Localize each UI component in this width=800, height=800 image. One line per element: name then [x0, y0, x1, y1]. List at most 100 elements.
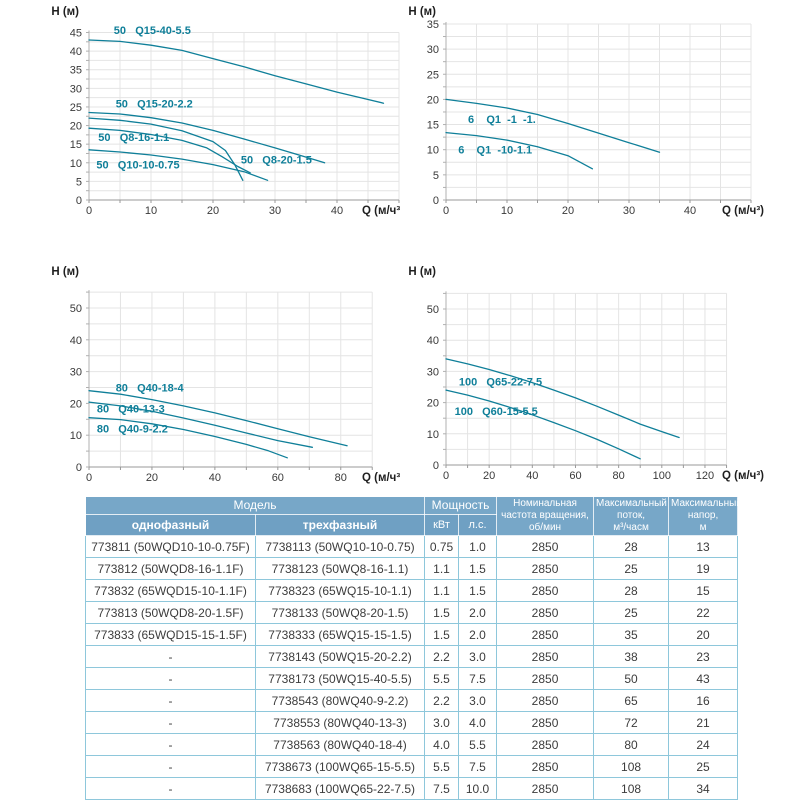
- cell-rpm: 2850: [496, 601, 595, 624]
- pump-curve: [88, 390, 348, 447]
- x-tick-label: 20: [146, 472, 158, 484]
- cell-model-three-phase: 7738323 (65WQ15-10-1.1): [254, 579, 426, 602]
- cell-power-hp: 7.5: [458, 755, 498, 778]
- y-tick-label: 40: [427, 335, 439, 347]
- table-row: 773812 (50WQD8-16-1.1F) 7738123 (50WQ8-16…: [85, 557, 739, 580]
- table-row: 773832 (65WQD15-10-1.1F) 7738323 (65WQ15-…: [85, 579, 739, 602]
- y-tick-label: 20: [427, 94, 439, 106]
- cell-max-flow: 38: [593, 645, 670, 668]
- cell-model-single-phase: 773832 (65WQD15-10-1.1F): [85, 579, 256, 602]
- x-tick-label: 10: [501, 205, 513, 217]
- x-tick-label: 0: [443, 205, 449, 217]
- cell-power-hp: 2.0: [458, 623, 498, 646]
- pump-curve: [445, 389, 641, 460]
- y-tick-label: 40: [70, 335, 82, 347]
- x-tick-label: 0: [86, 205, 92, 217]
- y-tick-label: 30: [70, 83, 82, 95]
- cell-model-single-phase: -: [85, 777, 256, 800]
- table-row: 773813 (50WQD8-20-1.5F) 7738133 (50WQ8-20…: [85, 601, 739, 624]
- cell-model-single-phase: 773813 (50WQD8-20-1.5F): [85, 601, 256, 624]
- curve-label: 6 Q1 -10-1.1: [458, 145, 532, 157]
- cell-power-kw: 2.2: [424, 645, 460, 668]
- pump-curve: [445, 358, 680, 439]
- y-tick-label: 10: [70, 430, 82, 442]
- y-tick-label: 10: [427, 429, 439, 441]
- curve-label: 50 Q8-20-1.5: [241, 155, 312, 167]
- y-tick-label: 30: [70, 367, 82, 379]
- y-axis-title: H (м): [408, 6, 436, 18]
- y-tick-label: 20: [70, 398, 82, 410]
- y-tick-label: 20: [70, 121, 82, 133]
- x-tick-label: 0: [443, 470, 449, 482]
- curve-label: 50 Q8-16-1.1: [98, 132, 169, 144]
- y-tick-label: 15: [70, 139, 82, 151]
- cell-model-single-phase: -: [85, 689, 256, 712]
- y-tick-label: 10: [427, 145, 439, 157]
- cell-rpm: 2850: [496, 557, 595, 580]
- cell-power-kw: 1.1: [424, 557, 460, 580]
- y-tick-label: 0: [76, 195, 82, 207]
- cell-model-single-phase: -: [85, 733, 256, 756]
- cell-model-three-phase: 7738173 (50WQ15-40-5.5): [254, 667, 426, 690]
- header-kw: кВт: [424, 514, 460, 536]
- y-tick-label: 45: [70, 28, 82, 40]
- cell-power-kw: 1.5: [424, 623, 460, 646]
- cell-max-head: 22: [668, 601, 739, 624]
- cell-power-hp: 3.0: [458, 689, 498, 712]
- curve-label: 50 Q15-40-5.5: [114, 25, 191, 37]
- table-row: -7738553 (80WQ40-13-3) 3.0 4.0 2850 72 21: [85, 711, 739, 734]
- cell-max-head: 43: [668, 667, 739, 690]
- curve-label: 100 Q65-22-7.5: [459, 376, 542, 388]
- cell-power-kw: 5.5: [424, 755, 460, 778]
- x-axis-title: Q (м/ч³): [722, 470, 764, 482]
- pump-curve-chart-50wq: 0 10 20 30 40 0 5 10 15 20 25 30 35 40 45 H (м) Q (м/ч³)…: [51, 6, 400, 217]
- cell-rpm: 2850: [496, 667, 595, 690]
- cell-rpm: 2850: [496, 689, 595, 712]
- header-max-flow: Максимальный поток, м³/часм: [593, 496, 670, 536]
- cell-power-kw: 7.5: [424, 777, 460, 800]
- cell-max-flow: 35: [593, 623, 670, 646]
- table-row: -7738683 (100WQ65-22-7.5) 7.5 10.0 2850 108 3…: [85, 777, 739, 800]
- x-tick-label: 80: [613, 470, 625, 482]
- cell-model-three-phase: 7738563 (80WQ40-18-4): [254, 733, 426, 756]
- pump-curve: [88, 39, 385, 104]
- cell-model-three-phase: 7738143 (50WQ15-20-2.2): [254, 645, 426, 668]
- y-tick-label: 15: [427, 120, 439, 132]
- cell-model-three-phase: 7738333 (65WQ15-15-1.5): [254, 623, 426, 646]
- curve-label: 50 Q15-20-2.2: [116, 99, 193, 111]
- y-axis-title: H (м): [408, 266, 436, 278]
- cell-max-head: 15: [668, 579, 739, 602]
- table-row: -7738173 (50WQ15-40-5.5) 5.5 7.5 2850 50 43: [85, 667, 739, 690]
- y-axis-title: H (м): [51, 6, 79, 18]
- x-tick-label: 40: [331, 205, 343, 217]
- cell-max-flow: 108: [593, 777, 670, 800]
- header-power: Мощность: [424, 496, 498, 515]
- cell-model-single-phase: -: [85, 667, 256, 690]
- x-tick-label: 20: [483, 470, 495, 482]
- table-row: -7738673 (100WQ65-15-5.5) 5.5 7.5 2850 108 25: [85, 755, 739, 778]
- cell-max-flow: 28: [593, 535, 670, 558]
- cell-rpm: 2850: [496, 535, 595, 558]
- cell-max-head: 16: [668, 689, 739, 712]
- cell-power-kw: 3.0: [424, 711, 460, 734]
- x-tick-label: 120: [696, 470, 714, 482]
- y-tick-label: 25: [70, 102, 82, 114]
- y-tick-label: 10: [70, 158, 82, 170]
- cell-power-kw: 1.1: [424, 579, 460, 602]
- cell-max-flow: 108: [593, 755, 670, 778]
- x-tick-label: 10: [145, 205, 157, 217]
- y-tick-label: 35: [70, 65, 82, 77]
- spec-table-header: Модель Мощность Номинальная частота вращ…: [84, 496, 742, 536]
- cell-power-hp: 4.0: [458, 711, 498, 734]
- cell-model-single-phase: 773811 (50WQD10-10-0.75F): [85, 535, 256, 558]
- cell-model-three-phase: 7738133 (50WQ8-20-1.5): [254, 601, 426, 624]
- cell-max-head: 34: [668, 777, 739, 800]
- cell-rpm: 2850: [496, 755, 595, 778]
- cell-max-flow: 50: [593, 667, 670, 690]
- cell-rpm: 2850: [496, 733, 595, 756]
- cell-rpm: 2850: [496, 579, 595, 602]
- x-tick-label: 40: [209, 472, 221, 484]
- x-tick-label: 20: [562, 205, 574, 217]
- cell-max-head: 20: [668, 623, 739, 646]
